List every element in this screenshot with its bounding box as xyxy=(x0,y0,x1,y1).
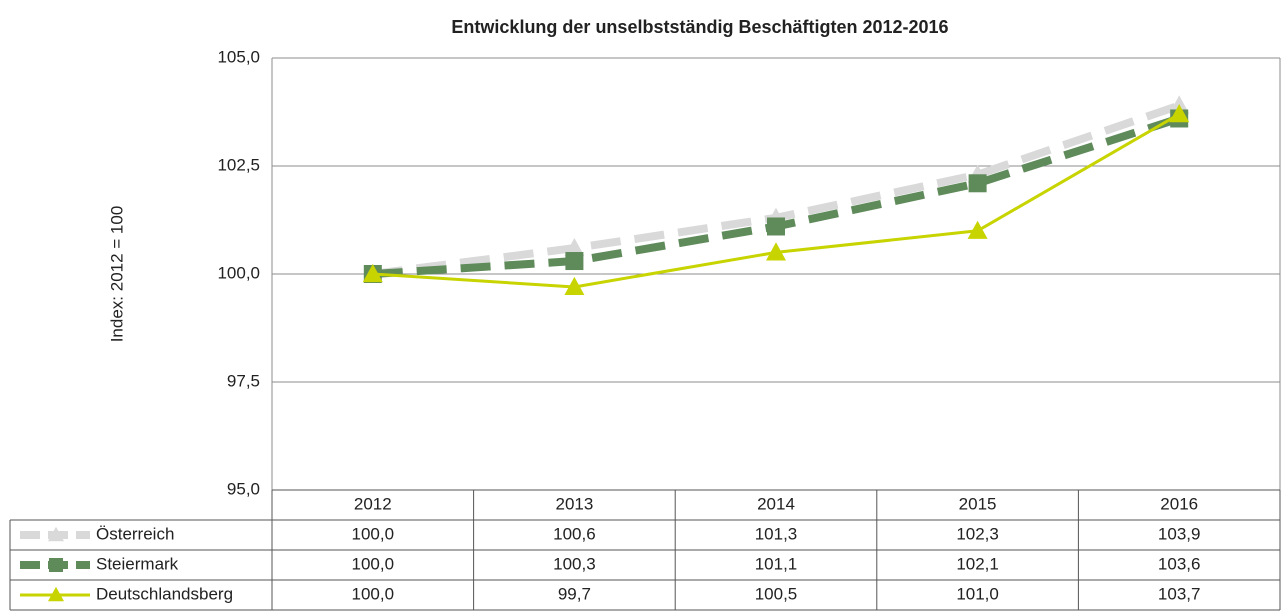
y-tick-label: 97,5 xyxy=(227,371,260,390)
x-tick-label: 2014 xyxy=(757,494,795,513)
y-axis-label: Index: 2012 = 100 xyxy=(107,206,126,343)
x-tick-label: 2012 xyxy=(354,494,392,513)
table-value: 100,0 xyxy=(352,554,395,573)
legend-marker xyxy=(48,586,64,602)
table-value: 101,0 xyxy=(956,584,999,603)
table-value: 100,0 xyxy=(352,524,395,543)
y-tick-label: 100,0 xyxy=(217,263,260,282)
table-value: 100,0 xyxy=(352,584,395,603)
table-value: 101,1 xyxy=(755,554,798,573)
marker xyxy=(565,252,584,271)
legend-marker xyxy=(49,558,63,572)
table-value: 102,3 xyxy=(956,524,999,543)
table-value: 103,6 xyxy=(1158,554,1201,573)
x-tick-label: 2013 xyxy=(555,494,593,513)
table-value: 101,3 xyxy=(755,524,798,543)
marker xyxy=(766,242,786,261)
series-line xyxy=(372,112,1180,289)
marker xyxy=(968,174,987,193)
table-value: 100,5 xyxy=(755,584,798,603)
legend-marker xyxy=(48,526,64,542)
chart-title: Entwicklung der unselbstständig Beschäft… xyxy=(451,17,948,37)
table-value: 100,6 xyxy=(553,524,596,543)
marker xyxy=(564,276,585,296)
marker xyxy=(967,220,988,239)
marker xyxy=(1169,104,1190,123)
legend-label: Deutschlandsberg xyxy=(96,584,233,603)
table-value: 102,1 xyxy=(956,554,999,573)
legend-label: Österreich xyxy=(96,524,174,543)
y-tick-label: 105,0 xyxy=(217,47,260,66)
table-value: 103,9 xyxy=(1158,524,1201,543)
y-tick-label: 102,5 xyxy=(217,155,260,174)
marker xyxy=(564,237,585,257)
x-tick-label: 2015 xyxy=(959,494,997,513)
marker xyxy=(362,263,383,283)
legend-label: Steiermark xyxy=(96,554,179,573)
table-value: 99,7 xyxy=(558,584,591,603)
marker xyxy=(767,217,785,236)
table-value: 100,3 xyxy=(553,554,596,573)
x-tick-label: 2016 xyxy=(1160,494,1198,513)
table-value: 103,7 xyxy=(1158,584,1201,603)
y-tick-label: 95,0 xyxy=(227,479,260,498)
